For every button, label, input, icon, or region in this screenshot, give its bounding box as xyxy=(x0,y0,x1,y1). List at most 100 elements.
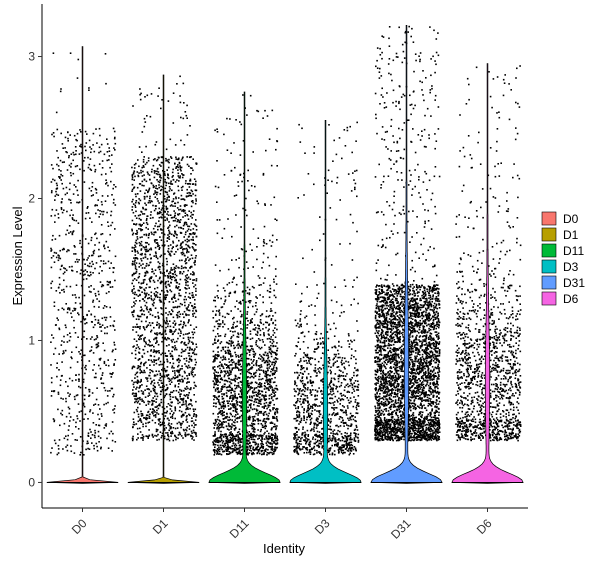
jitter-point xyxy=(145,320,147,323)
jitter-point xyxy=(91,260,93,263)
jitter-point xyxy=(233,195,236,197)
jitter-point xyxy=(161,156,164,158)
jitter-point xyxy=(246,317,248,320)
jitter-point xyxy=(52,52,55,54)
jitter-point xyxy=(134,357,137,359)
jitter-point xyxy=(213,439,216,442)
jitter-point xyxy=(347,427,349,430)
jitter-point xyxy=(170,423,173,425)
jitter-point xyxy=(93,288,95,290)
jitter-point xyxy=(337,353,340,355)
jitter-point xyxy=(155,187,157,189)
jitter-point xyxy=(191,348,193,351)
jitter-point xyxy=(93,434,96,437)
jitter-point xyxy=(137,420,140,423)
jitter-point xyxy=(229,350,231,353)
jitter-point xyxy=(241,341,244,343)
jitter-point xyxy=(178,259,181,262)
jitter-point xyxy=(241,291,244,293)
jitter-point xyxy=(65,397,67,400)
jitter-point xyxy=(301,379,304,382)
jitter-point xyxy=(263,242,266,244)
jitter-point xyxy=(73,395,76,398)
jitter-point xyxy=(143,125,146,128)
jitter-point xyxy=(76,201,78,204)
jitter-point xyxy=(356,195,358,198)
jitter-point xyxy=(214,390,217,392)
jitter-point xyxy=(190,200,193,203)
jitter-point xyxy=(136,258,139,260)
jitter-point xyxy=(265,401,268,404)
jitter-point xyxy=(173,412,175,414)
jitter-point xyxy=(177,172,180,175)
jitter-point xyxy=(195,414,198,417)
jitter-point xyxy=(213,398,215,401)
jitter-point xyxy=(179,278,182,281)
jitter-point xyxy=(174,324,176,326)
jitter-point xyxy=(222,436,225,438)
jitter-point xyxy=(170,416,172,419)
jitter-point xyxy=(264,394,267,396)
jitter-point xyxy=(351,392,353,394)
jitter-point xyxy=(184,395,187,397)
jitter-point xyxy=(179,395,181,398)
jitter-point xyxy=(159,372,162,375)
jitter-point xyxy=(142,257,145,259)
jitter-point xyxy=(227,405,230,407)
jitter-point xyxy=(252,426,255,429)
jitter-point xyxy=(248,288,251,291)
jitter-point xyxy=(111,286,114,288)
jitter-point xyxy=(274,319,277,322)
jitter-point xyxy=(216,427,218,430)
jitter-point xyxy=(161,289,163,292)
jitter-point xyxy=(165,432,167,434)
jitter-point xyxy=(72,193,75,195)
jitter-point xyxy=(166,219,169,221)
jitter-point xyxy=(274,371,276,374)
jitter-point xyxy=(98,146,101,149)
jitter-point xyxy=(97,319,100,321)
jitter-point xyxy=(93,404,95,406)
jitter-point xyxy=(90,169,93,171)
jitter-point xyxy=(169,205,172,207)
jitter-point xyxy=(151,361,154,363)
jitter-point xyxy=(179,208,182,211)
jitter-point xyxy=(268,436,271,438)
jitter-point xyxy=(258,405,260,407)
jitter-point xyxy=(261,438,264,440)
jitter-point xyxy=(245,363,248,365)
jitter-point xyxy=(113,341,115,344)
jitter-point xyxy=(154,374,157,377)
jitter-point xyxy=(158,332,160,335)
jitter-point xyxy=(169,355,172,358)
jitter-point xyxy=(139,293,141,296)
jitter-point xyxy=(270,245,273,247)
jitter-point xyxy=(133,163,136,166)
jitter-point xyxy=(266,430,268,432)
jitter-point xyxy=(191,420,194,422)
jitter-point xyxy=(218,428,220,430)
jitter-point xyxy=(84,130,87,133)
jitter-point xyxy=(149,178,151,181)
jitter-point xyxy=(146,325,148,327)
jitter-point xyxy=(143,340,146,343)
jitter-point xyxy=(139,327,141,330)
jitter-point xyxy=(70,153,73,155)
jitter-point xyxy=(160,436,163,439)
jitter-point xyxy=(179,359,181,362)
jitter-point xyxy=(214,355,216,357)
jitter-point xyxy=(156,350,158,352)
jitter-point xyxy=(247,433,249,435)
jitter-point xyxy=(89,409,92,411)
jitter-point xyxy=(82,354,85,357)
jitter-point xyxy=(228,446,231,449)
jitter-point xyxy=(234,435,236,438)
jitter-point xyxy=(62,398,64,400)
jitter-point xyxy=(228,377,230,380)
jitter-point xyxy=(168,425,171,427)
jitter-point xyxy=(132,260,134,263)
jitter-point xyxy=(267,383,269,386)
jitter-point xyxy=(174,409,177,412)
jitter-point xyxy=(165,208,168,211)
jitter-point xyxy=(234,427,237,430)
